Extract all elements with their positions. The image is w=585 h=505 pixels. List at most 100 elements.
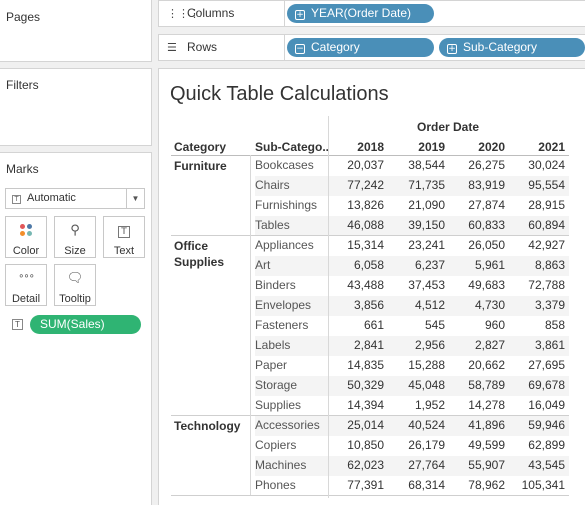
value-cell: 60,894 — [528, 218, 565, 232]
value-cell: 6,237 — [414, 258, 445, 272]
sub-category-header: Sub-Catego.. — [255, 140, 329, 154]
value-cell: 26,275 — [468, 158, 505, 172]
value-cell: 2,956 — [414, 338, 445, 352]
sub-category-label: Furnishings — [255, 198, 318, 212]
sub-category-label: Labels — [255, 338, 291, 352]
subcategory-column-divider — [328, 116, 329, 498]
year-order-date-pill[interactable]: + YEAR(Order Date) — [287, 4, 434, 23]
value-cell: 14,278 — [468, 398, 505, 412]
value-cell: 28,915 — [528, 198, 565, 212]
value-cell: 59,946 — [528, 418, 565, 432]
value-cell: 23,241 — [408, 238, 445, 252]
expand-plus-icon[interactable]: + — [447, 44, 457, 54]
value-cell: 4,730 — [474, 298, 505, 312]
category-pill[interactable]: − Category — [287, 38, 434, 57]
pill-label: YEAR(Order Date) — [311, 6, 412, 20]
rows-icon: ☰ — [167, 41, 177, 54]
row-stripe — [255, 176, 569, 196]
value-cell: 6,058 — [353, 258, 384, 272]
value-cell: 72,788 — [528, 278, 565, 292]
sub-category-label: Machines — [255, 458, 307, 472]
tooltip-button[interactable]: 🗨 Tooltip — [54, 264, 96, 306]
marks-card: Marks T Automatic ▼ Color ⚲ Size T Text ∘… — [0, 152, 152, 505]
size-icon: ⚲ — [70, 223, 80, 238]
value-cell: 661 — [363, 318, 384, 332]
gap — [0, 62, 158, 68]
collapse-minus-icon[interactable]: − — [295, 44, 305, 54]
pill-label: Sub-Category — [463, 40, 538, 54]
view-title: Quick Table Calculations — [170, 83, 389, 105]
value-cell: 21,090 — [408, 198, 445, 212]
sum-sales-pill[interactable]: SUM(Sales) — [30, 315, 141, 334]
sub-category-label: Appliances — [255, 238, 314, 252]
mark-type-dropdown[interactable]: T Automatic ▼ — [5, 188, 145, 209]
pill-label: Category — [311, 40, 360, 54]
value-cell: 25,014 — [347, 418, 384, 432]
filters-card[interactable]: Filters — [0, 68, 152, 146]
category-header: Category — [174, 140, 227, 154]
year-header: 2021 — [538, 140, 565, 154]
rows-shelf[interactable]: ☰ Rows − Category + Sub-Category — [158, 34, 585, 61]
value-cell: 62,023 — [347, 458, 384, 472]
detail-button[interactable]: ∘∘∘ Detail — [5, 264, 47, 306]
value-cell: 1,952 — [414, 398, 445, 412]
pages-title: Pages — [6, 10, 41, 24]
group-divider — [171, 235, 569, 236]
value-cell: 49,599 — [468, 438, 505, 452]
color-dots-icon — [6, 223, 46, 243]
column-group-header: Order Date — [417, 120, 480, 134]
sub-category-label: Phones — [255, 478, 296, 492]
value-cell: 3,379 — [534, 298, 565, 312]
value-cell: 45,048 — [408, 378, 445, 392]
value-cell: 78,962 — [468, 478, 505, 492]
value-cell: 3,861 — [534, 338, 565, 352]
year-header: 2018 — [357, 140, 384, 154]
value-cell: 14,394 — [347, 398, 384, 412]
rows-label: Rows — [187, 40, 218, 54]
value-cell: 77,242 — [347, 178, 384, 192]
sub-category-label: Bookcases — [255, 158, 314, 172]
filters-title: Filters — [6, 78, 39, 92]
sub-category-label: Paper — [255, 358, 288, 372]
color-button[interactable]: Color — [5, 216, 47, 258]
detail-icon: ∘∘∘ — [18, 271, 35, 282]
value-cell: 20,662 — [468, 358, 505, 372]
value-cell: 95,554 — [528, 178, 565, 192]
value-cell: 2,827 — [474, 338, 505, 352]
text-button[interactable]: T Text — [103, 216, 145, 258]
size-button[interactable]: ⚲ Size — [54, 216, 96, 258]
sub-category-label: Binders — [255, 278, 296, 292]
value-cell: 69,678 — [528, 378, 565, 392]
expand-plus-icon[interactable]: + — [295, 10, 305, 20]
sub-category-label: Envelopes — [255, 298, 312, 312]
columns-icon: ⋮⋮⋮ — [167, 7, 200, 20]
columns-shelf[interactable]: ⋮⋮⋮Columns + YEAR(Order Date) — [158, 0, 585, 27]
category-column-divider — [250, 155, 251, 495]
value-cell: 43,545 — [528, 458, 565, 472]
value-cell: 105,341 — [521, 478, 565, 492]
size-label: Size — [64, 245, 86, 257]
chevron-down-icon[interactable]: ▼ — [126, 189, 144, 208]
pages-card[interactable]: Pages — [0, 0, 152, 62]
sub-category-label: Storage — [255, 378, 298, 392]
sub-category-label: Chairs — [255, 178, 290, 192]
value-cell: 49,683 — [468, 278, 505, 292]
gap — [158, 60, 585, 68]
value-cell: 3,856 — [353, 298, 384, 312]
row-stripe — [255, 336, 569, 356]
columns-shelf-label: ⋮⋮⋮Columns — [159, 1, 285, 26]
sub-category-pill[interactable]: + Sub-Category — [439, 38, 585, 57]
value-cell: 26,179 — [408, 438, 445, 452]
value-cell: 20,037 — [347, 158, 384, 172]
value-cell: 62,899 — [528, 438, 565, 452]
sub-category-label: Fasteners — [255, 318, 309, 332]
value-cell: 14,835 — [347, 358, 384, 372]
value-cell: 30,024 — [528, 158, 565, 172]
gap — [152, 0, 158, 505]
year-header: 2020 — [478, 140, 505, 154]
value-cell: 8,863 — [534, 258, 565, 272]
value-cell: 50,329 — [347, 378, 384, 392]
value-cell: 71,735 — [408, 178, 445, 192]
value-cell: 40,524 — [408, 418, 445, 432]
color-label: Color — [12, 245, 40, 257]
